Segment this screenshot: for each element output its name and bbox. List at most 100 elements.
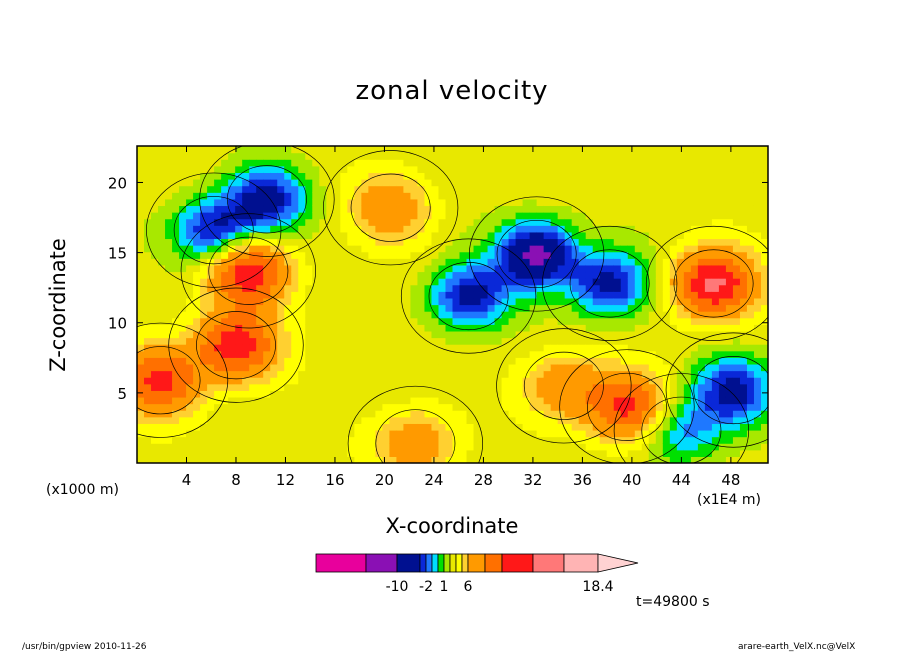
field-cell bbox=[571, 330, 580, 339]
field-cell bbox=[473, 423, 482, 431]
field-cell bbox=[564, 238, 573, 246]
field-cell bbox=[445, 363, 454, 372]
field-cell bbox=[291, 324, 299, 332]
field-cell bbox=[417, 172, 426, 180]
field-cell bbox=[403, 403, 412, 411]
field-cell bbox=[585, 423, 594, 431]
field-cell bbox=[242, 212, 250, 220]
field-cell bbox=[431, 390, 440, 398]
field-cell bbox=[445, 185, 454, 193]
x-tick-label: 20 bbox=[375, 471, 394, 489]
field-cell bbox=[431, 205, 440, 213]
field-cell bbox=[144, 344, 152, 352]
field-cell bbox=[417, 396, 426, 405]
field-cell bbox=[718, 297, 727, 306]
field-cell bbox=[375, 218, 383, 226]
field-cell bbox=[529, 271, 538, 279]
field-cell bbox=[732, 344, 741, 352]
field-cell bbox=[186, 304, 194, 312]
field-cell bbox=[627, 152, 636, 160]
field-cell bbox=[746, 225, 755, 233]
field-cell bbox=[221, 179, 229, 187]
field-cell bbox=[578, 198, 587, 207]
field-cell bbox=[228, 185, 236, 193]
field-cell bbox=[284, 317, 292, 325]
field-cell bbox=[382, 383, 390, 391]
field-cell bbox=[298, 251, 306, 259]
field-cell bbox=[515, 212, 524, 220]
field-cell bbox=[550, 396, 559, 405]
field-cell bbox=[760, 449, 768, 457]
field-cell bbox=[613, 363, 622, 372]
field-cell bbox=[445, 443, 454, 451]
field-cell bbox=[221, 245, 229, 253]
field-cell bbox=[683, 258, 692, 266]
field-cell bbox=[256, 429, 264, 438]
field-cell bbox=[424, 429, 433, 438]
field-cell bbox=[284, 185, 292, 193]
field-cell bbox=[242, 179, 250, 187]
field-cell bbox=[186, 152, 194, 160]
field-cell bbox=[277, 278, 285, 286]
field-cell bbox=[732, 238, 741, 246]
field-cell bbox=[459, 218, 468, 226]
field-cell bbox=[746, 205, 755, 213]
field-cell bbox=[249, 152, 257, 160]
field-cell bbox=[165, 278, 173, 286]
field-cell bbox=[718, 198, 727, 207]
field-cell bbox=[228, 304, 236, 312]
field-cell bbox=[221, 146, 229, 154]
field-cell bbox=[333, 350, 341, 358]
field-cell bbox=[137, 324, 145, 332]
field-cell bbox=[235, 264, 243, 273]
field-cell bbox=[235, 350, 243, 358]
field-cell bbox=[690, 330, 699, 339]
field-cell bbox=[438, 436, 447, 444]
field-cell bbox=[137, 449, 145, 457]
field-cell bbox=[697, 238, 706, 246]
field-cell bbox=[662, 172, 671, 180]
field-cell bbox=[438, 423, 447, 431]
field-cell bbox=[466, 337, 475, 345]
field-cell bbox=[179, 172, 187, 180]
field-cell bbox=[606, 370, 615, 378]
field-cell bbox=[179, 278, 187, 286]
field-cell bbox=[690, 390, 699, 398]
field-cell bbox=[613, 192, 622, 200]
field-cell bbox=[165, 357, 173, 365]
field-cell bbox=[326, 192, 334, 200]
field-cell bbox=[438, 410, 447, 418]
field-cell bbox=[403, 218, 412, 226]
field-cell bbox=[256, 363, 264, 372]
field-cell bbox=[711, 403, 720, 411]
field-cell bbox=[389, 185, 398, 193]
field-cell bbox=[501, 344, 510, 352]
y-axis-label: Z-coordinate bbox=[46, 238, 70, 372]
field-cell bbox=[382, 165, 390, 174]
contour-line bbox=[569, 249, 650, 318]
field-cell bbox=[620, 429, 629, 438]
field-cell bbox=[445, 146, 454, 154]
field-cell bbox=[165, 317, 173, 325]
field-cell bbox=[529, 357, 538, 365]
field-cell bbox=[480, 159, 489, 167]
field-cell bbox=[487, 363, 496, 372]
field-cell bbox=[627, 383, 636, 391]
field-cell bbox=[326, 456, 334, 463]
field-cell bbox=[151, 218, 159, 226]
field-cell bbox=[151, 456, 159, 463]
field-cell bbox=[466, 410, 475, 418]
field-cell bbox=[228, 396, 236, 405]
field-cell bbox=[263, 238, 271, 246]
field-cell bbox=[305, 245, 313, 253]
field-cell bbox=[256, 324, 264, 332]
field-cell bbox=[487, 218, 496, 226]
field-cell bbox=[592, 172, 601, 180]
field-cell bbox=[165, 258, 173, 266]
field-cell bbox=[585, 416, 594, 424]
field-cell bbox=[235, 337, 243, 345]
field-cell bbox=[228, 165, 236, 174]
field-cell bbox=[564, 370, 573, 378]
field-cell bbox=[718, 264, 727, 273]
field-cell bbox=[354, 258, 362, 266]
